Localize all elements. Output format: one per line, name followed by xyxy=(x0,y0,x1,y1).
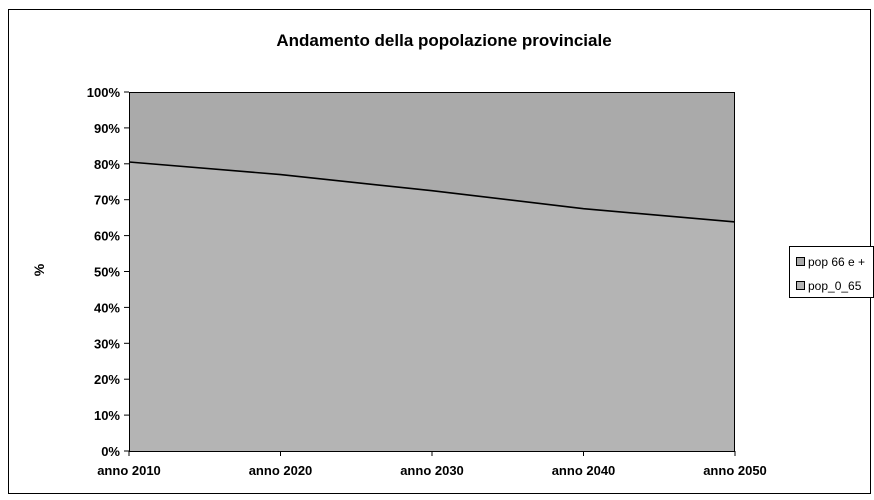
area-pop-66-e-plus xyxy=(129,92,735,222)
x-tick-label: anno 2050 xyxy=(703,463,767,478)
area-pop-0-65 xyxy=(129,162,735,451)
y-tick-label: 10% xyxy=(94,408,120,423)
y-tick-label: 50% xyxy=(94,265,120,280)
legend-label-pop-0-65: pop_0_65 xyxy=(808,279,862,293)
y-axis-ticks: 0% 10% 20% 30% 40% 50% 60% 70% 80% 90% 100% xyxy=(87,85,129,459)
y-tick-label: 20% xyxy=(94,372,120,387)
y-tick-label: 0% xyxy=(101,444,120,459)
y-tick-label: 40% xyxy=(94,300,120,315)
x-tick-label: anno 2030 xyxy=(400,463,464,478)
x-tick-label: anno 2020 xyxy=(249,463,313,478)
y-tick-label: 90% xyxy=(94,121,120,136)
plot-area xyxy=(128,92,736,452)
legend: pop 66 e + pop_0_65 xyxy=(789,246,874,298)
boundary-line-pop-0-65 xyxy=(128,161,736,223)
legend-swatch-pop-66 xyxy=(796,257,805,266)
y-tick-label: 30% xyxy=(94,336,120,351)
x-axis-ticks: anno 2010 anno 2020 anno 2030 anno 2040 anno… xyxy=(97,451,767,478)
chart-title: Andamento della popolazione provinciale xyxy=(276,31,611,50)
y-tick-label: 60% xyxy=(94,229,120,244)
y-tick-label: 70% xyxy=(94,193,120,208)
legend-label-pop-66: pop 66 e + xyxy=(808,255,865,269)
y-tick-label: 100% xyxy=(87,85,121,100)
y-tick-label: 80% xyxy=(94,157,120,172)
x-tick-label: anno 2040 xyxy=(552,463,616,478)
y-axis-label: % xyxy=(31,263,47,276)
legend-swatch-pop-0-65 xyxy=(796,281,805,290)
x-tick-label: anno 2010 xyxy=(97,463,161,478)
